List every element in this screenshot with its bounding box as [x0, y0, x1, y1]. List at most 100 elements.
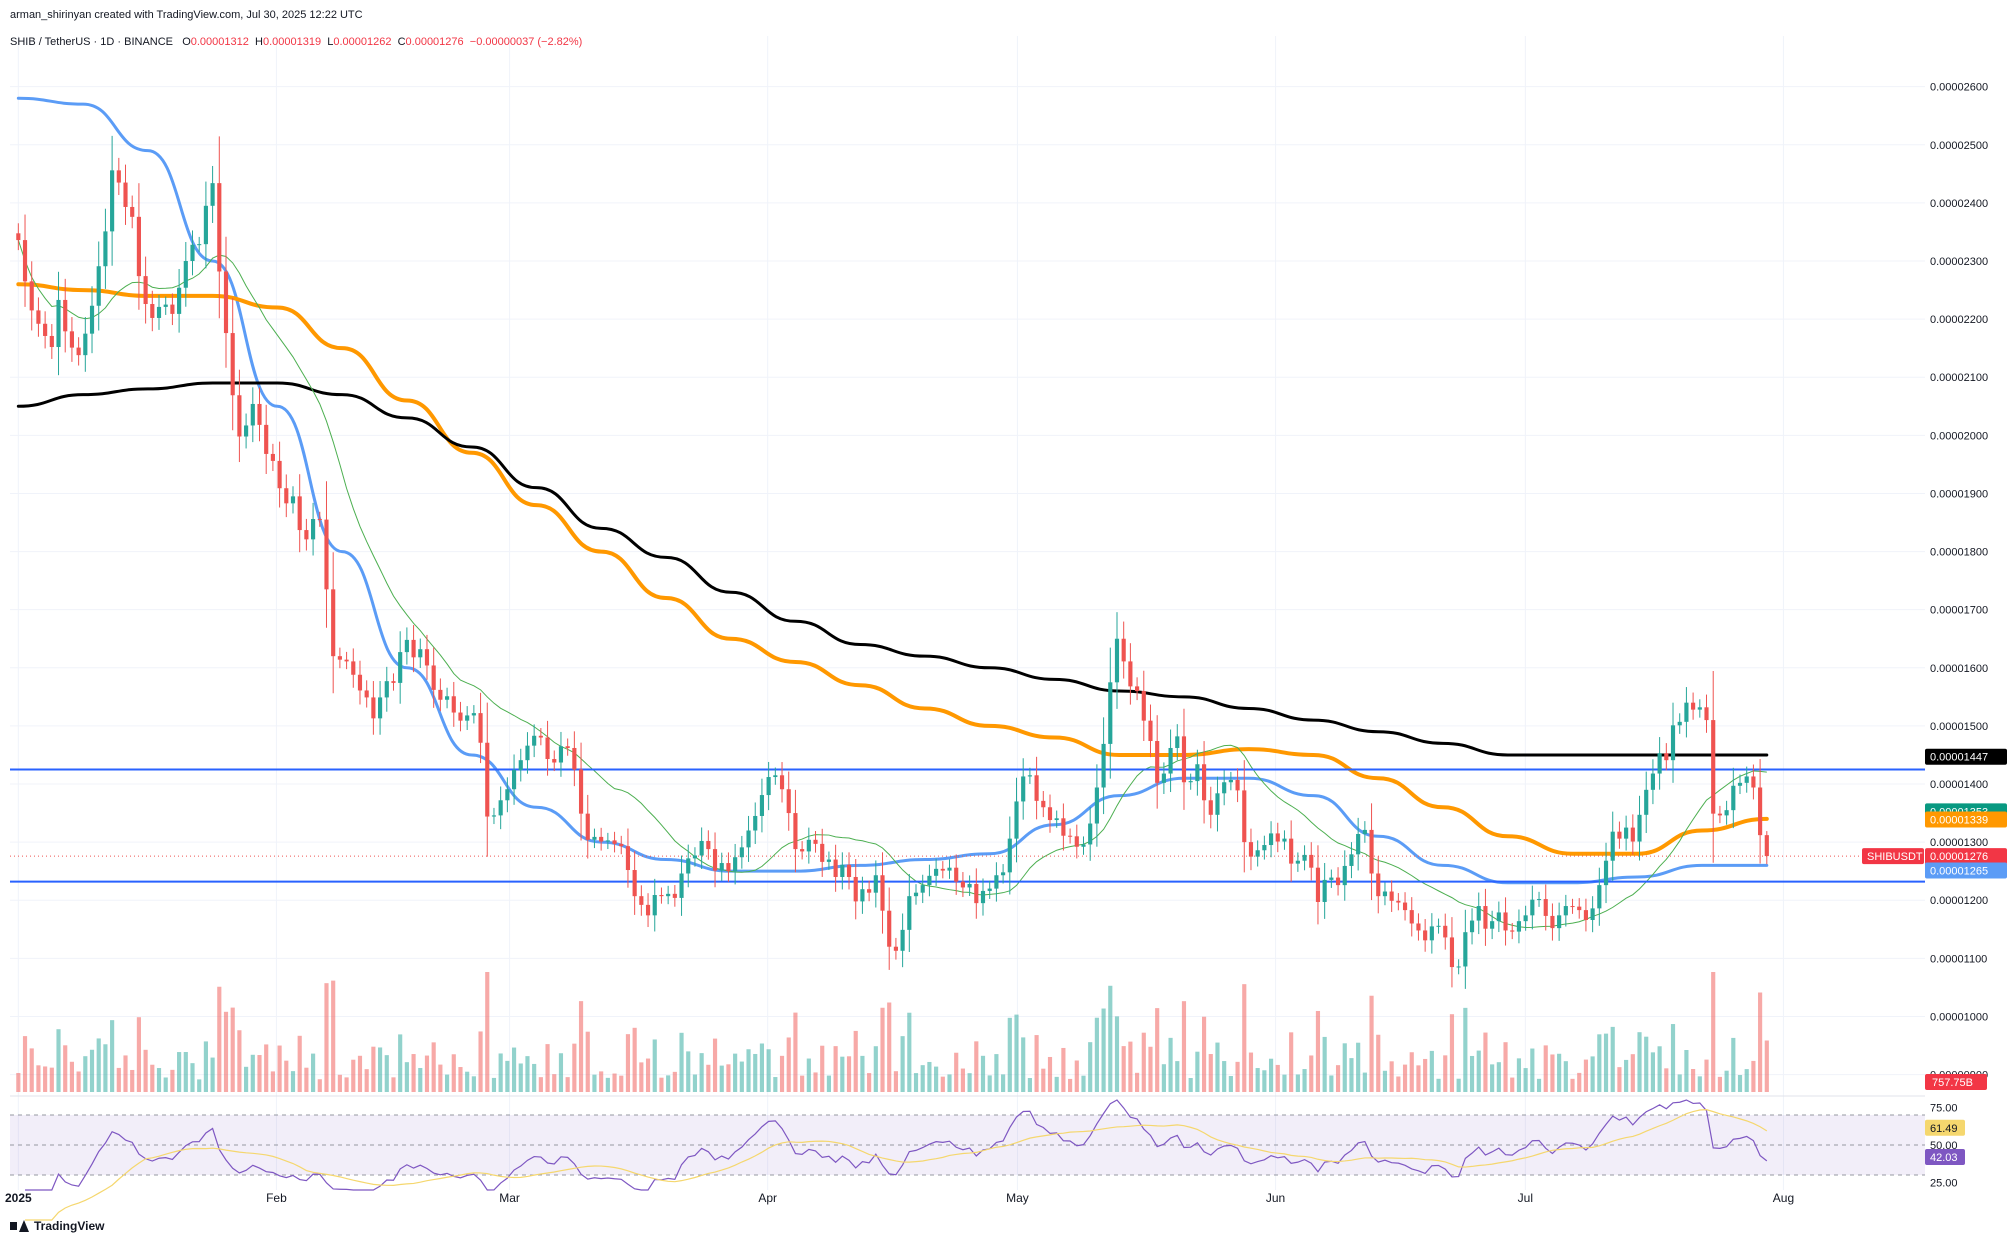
volume-bar	[1068, 1078, 1073, 1092]
candle-body	[934, 868, 939, 876]
candle-body	[686, 858, 691, 874]
candle-body	[652, 895, 657, 916]
candle-body	[1523, 915, 1528, 922]
candle-body	[1074, 836, 1079, 847]
volume-bar	[378, 1047, 383, 1092]
candle-body	[63, 299, 68, 332]
volume-bar	[22, 1036, 28, 1092]
candle-body	[1624, 827, 1629, 839]
volume-bar	[1322, 1036, 1327, 1092]
volume-bar	[1362, 1072, 1367, 1092]
symbol-ohlc-legend[interactable]: SHIB / TetherUS · 1D · BINANCE O0.000013…	[10, 36, 582, 48]
time-axis[interactable]: 2025 Feb Mar Apr May Jun Jul Aug	[5, 1191, 1794, 1205]
candle-body	[766, 777, 771, 796]
candle-body	[619, 843, 624, 847]
candle-body	[1054, 818, 1059, 821]
candle-body	[1396, 900, 1401, 903]
candle-body	[250, 403, 255, 426]
price-axis[interactable]: 0.00002600 0.00002500 0.00002400 0.00002300…	[1930, 82, 1988, 1190]
volume-bar	[940, 1076, 945, 1092]
candle-body	[1215, 793, 1220, 815]
candle-body	[1510, 930, 1515, 932]
candle-body	[337, 656, 342, 660]
candle-body	[1061, 818, 1066, 836]
candle-body	[860, 889, 865, 902]
volume-bar	[1409, 1052, 1414, 1092]
candle-body	[304, 530, 309, 540]
volume-bar	[1128, 1041, 1133, 1092]
candle-body	[136, 216, 141, 277]
brand-label: TradingView	[34, 1219, 105, 1233]
candle-body	[538, 735, 543, 738]
volume-bar	[1443, 1055, 1448, 1092]
volume-bar	[860, 1055, 865, 1092]
candle-body	[1135, 686, 1140, 692]
volume-bar	[478, 1031, 483, 1092]
volume-bar	[1637, 1032, 1642, 1092]
volume-bar	[1516, 1058, 1522, 1092]
candle-body	[565, 746, 570, 748]
candle-body	[1081, 844, 1086, 847]
price-tick-label: 0.00002200	[1930, 314, 1988, 326]
volume-bar	[123, 1055, 128, 1092]
candle-body	[940, 868, 945, 871]
volume-bar	[1530, 1048, 1535, 1092]
candle-body	[498, 800, 503, 816]
candle-body	[913, 892, 919, 897]
grid	[10, 36, 1925, 1190]
rsi-label-rsi_ma: 61.49	[1930, 1123, 1958, 1135]
volume-bar	[511, 1047, 517, 1092]
volume-bar	[545, 1044, 550, 1092]
volume-bar	[1657, 1046, 1662, 1092]
volume-bar	[250, 1054, 255, 1092]
volume-bar	[840, 1056, 845, 1092]
volume-bar	[16, 1073, 21, 1092]
volume-bar	[1416, 1065, 1421, 1092]
tradingview-logo-icon	[10, 1220, 29, 1232]
volume-bar	[927, 1061, 932, 1092]
volume-bar	[203, 1041, 208, 1092]
candle-body	[143, 276, 148, 305]
candle-body	[1181, 736, 1187, 783]
candle-body	[96, 266, 101, 306]
candle-body	[1041, 800, 1046, 808]
volume-bar	[103, 1044, 108, 1092]
volume-bar	[572, 1043, 577, 1092]
candle-body	[974, 883, 979, 904]
candle-body	[659, 895, 664, 897]
candle-body	[954, 867, 959, 882]
volume-bar	[1349, 1058, 1354, 1092]
volume-bar	[907, 1012, 912, 1092]
candle-body	[1570, 906, 1575, 908]
candle-body	[833, 859, 838, 877]
candle-body	[49, 335, 54, 348]
volume-bar	[1356, 1042, 1361, 1092]
candle-body	[1630, 827, 1635, 842]
candle-body	[1161, 773, 1166, 783]
close-value: 0.00001276	[405, 36, 464, 48]
volume-bar	[1101, 1008, 1106, 1092]
candle-body	[806, 839, 811, 852]
price-tick-label: 0.00001800	[1930, 547, 1988, 559]
candle-body	[156, 306, 162, 318]
candle-body	[478, 713, 483, 743]
volume-bars	[16, 972, 1769, 1092]
price-tick-label: 0.00001900	[1930, 488, 1988, 500]
volume-bar	[1222, 1061, 1227, 1092]
volume-bar	[1483, 1032, 1488, 1092]
volume-bar	[1423, 1058, 1428, 1092]
tradingview-brand[interactable]: TradingView	[10, 1219, 104, 1233]
candle-body	[1758, 787, 1763, 836]
symbol-label[interactable]: SHIB / TetherUS · 1D · BINANCE	[10, 36, 174, 48]
candle-body	[1590, 908, 1595, 920]
ma-line-orange	[16, 282, 1769, 856]
candle-body	[1550, 915, 1555, 929]
candle-body	[1503, 912, 1508, 931]
volume-bar	[170, 1069, 175, 1092]
rsi-label-rsi: 42.03	[1930, 1152, 1958, 1164]
volume-bar	[69, 1061, 74, 1092]
candle-body	[177, 287, 182, 314]
volume-bar	[1255, 1068, 1260, 1092]
candle-body	[820, 843, 825, 862]
